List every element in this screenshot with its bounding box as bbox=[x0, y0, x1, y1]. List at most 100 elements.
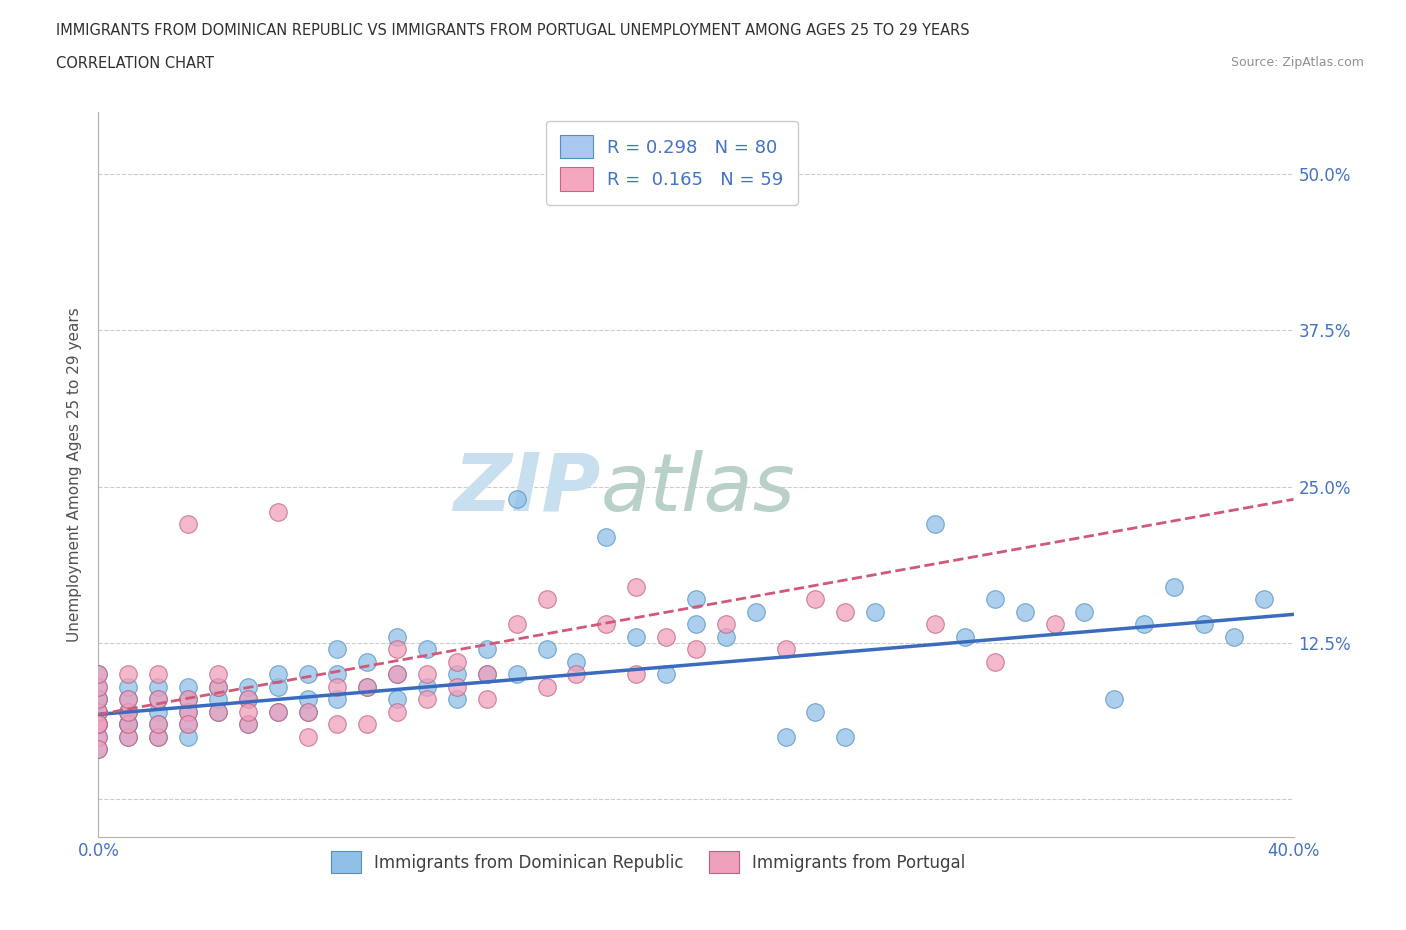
Point bbox=[446, 667, 468, 682]
Point bbox=[953, 630, 976, 644]
Point bbox=[87, 717, 110, 732]
Point bbox=[804, 705, 827, 720]
Point bbox=[148, 717, 170, 732]
Point bbox=[1043, 617, 1066, 631]
Point bbox=[416, 680, 439, 695]
Point bbox=[177, 705, 200, 720]
Point bbox=[87, 729, 110, 744]
Text: CORRELATION CHART: CORRELATION CHART bbox=[56, 56, 214, 71]
Point bbox=[207, 705, 229, 720]
Point bbox=[714, 630, 737, 644]
Y-axis label: Unemployment Among Ages 25 to 29 years: Unemployment Among Ages 25 to 29 years bbox=[67, 307, 83, 642]
Point bbox=[87, 705, 110, 720]
Point bbox=[356, 717, 378, 732]
Point bbox=[326, 680, 349, 695]
Point bbox=[148, 705, 170, 720]
Point bbox=[595, 529, 617, 544]
Point bbox=[356, 655, 378, 670]
Point bbox=[326, 667, 349, 682]
Point bbox=[117, 729, 139, 744]
Point bbox=[446, 680, 468, 695]
Point bbox=[207, 667, 229, 682]
Point bbox=[565, 667, 588, 682]
Point bbox=[775, 729, 797, 744]
Text: atlas: atlas bbox=[600, 450, 796, 528]
Point bbox=[506, 492, 529, 507]
Point bbox=[714, 617, 737, 631]
Point bbox=[87, 692, 110, 707]
Point bbox=[626, 667, 648, 682]
Point bbox=[834, 604, 856, 619]
Point bbox=[236, 705, 259, 720]
Point bbox=[87, 680, 110, 695]
Point bbox=[536, 680, 558, 695]
Point bbox=[416, 642, 439, 657]
Point bbox=[207, 692, 229, 707]
Text: ZIP: ZIP bbox=[453, 450, 600, 528]
Point bbox=[745, 179, 768, 194]
Point bbox=[356, 680, 378, 695]
Point bbox=[685, 642, 707, 657]
Point bbox=[267, 705, 290, 720]
Point bbox=[1192, 617, 1215, 631]
Point bbox=[87, 705, 110, 720]
Point bbox=[1163, 579, 1185, 594]
Point bbox=[385, 667, 409, 682]
Point bbox=[207, 680, 229, 695]
Point bbox=[148, 729, 170, 744]
Point bbox=[87, 729, 110, 744]
Point bbox=[177, 705, 200, 720]
Point bbox=[446, 692, 468, 707]
Point bbox=[565, 655, 588, 670]
Point bbox=[236, 692, 259, 707]
Point bbox=[177, 692, 200, 707]
Point bbox=[117, 717, 139, 732]
Point bbox=[87, 742, 110, 757]
Point bbox=[117, 705, 139, 720]
Point bbox=[87, 717, 110, 732]
Point bbox=[804, 591, 827, 606]
Point bbox=[148, 680, 170, 695]
Point bbox=[207, 705, 229, 720]
Point bbox=[475, 642, 498, 657]
Point bbox=[117, 717, 139, 732]
Point bbox=[475, 667, 498, 682]
Point bbox=[297, 729, 319, 744]
Point bbox=[506, 617, 529, 631]
Point bbox=[1073, 604, 1095, 619]
Point bbox=[1223, 630, 1246, 644]
Point bbox=[236, 680, 259, 695]
Point bbox=[745, 604, 768, 619]
Point bbox=[416, 667, 439, 682]
Point bbox=[267, 504, 290, 519]
Point bbox=[177, 680, 200, 695]
Point bbox=[475, 692, 498, 707]
Point bbox=[297, 692, 319, 707]
Point bbox=[87, 692, 110, 707]
Point bbox=[385, 705, 409, 720]
Point bbox=[148, 692, 170, 707]
Point bbox=[177, 729, 200, 744]
Point bbox=[416, 692, 439, 707]
Point bbox=[87, 680, 110, 695]
Point bbox=[655, 630, 678, 644]
Point bbox=[626, 630, 648, 644]
Point bbox=[87, 717, 110, 732]
Point bbox=[148, 729, 170, 744]
Point bbox=[177, 717, 200, 732]
Point bbox=[267, 680, 290, 695]
Point bbox=[385, 667, 409, 682]
Point bbox=[177, 717, 200, 732]
Point bbox=[834, 729, 856, 744]
Point bbox=[595, 617, 617, 631]
Point bbox=[117, 705, 139, 720]
Point bbox=[1014, 604, 1036, 619]
Text: Source: ZipAtlas.com: Source: ZipAtlas.com bbox=[1230, 56, 1364, 69]
Point bbox=[1253, 591, 1275, 606]
Text: IMMIGRANTS FROM DOMINICAN REPUBLIC VS IMMIGRANTS FROM PORTUGAL UNEMPLOYMENT AMON: IMMIGRANTS FROM DOMINICAN REPUBLIC VS IM… bbox=[56, 23, 970, 38]
Point bbox=[475, 667, 498, 682]
Point bbox=[297, 705, 319, 720]
Point bbox=[1133, 617, 1156, 631]
Point bbox=[236, 717, 259, 732]
Point bbox=[117, 692, 139, 707]
